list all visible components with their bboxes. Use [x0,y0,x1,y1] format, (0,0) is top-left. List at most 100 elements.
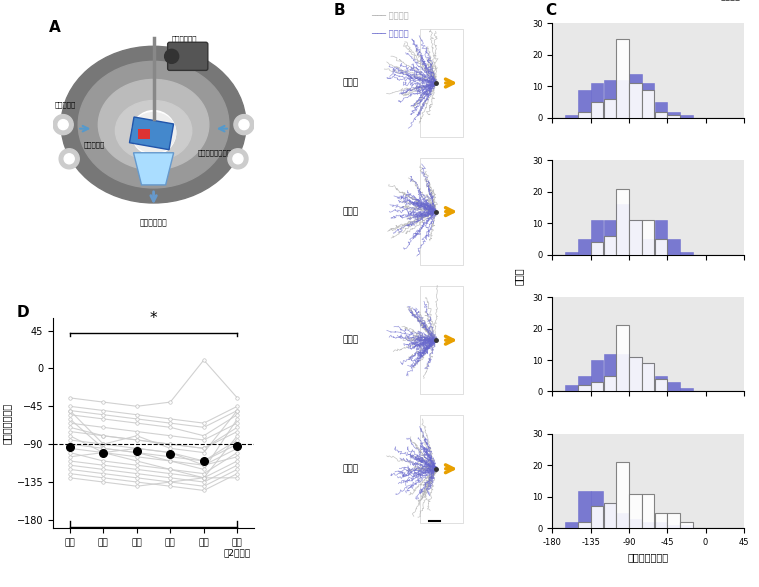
Text: 近い壁: 近い壁 [342,464,359,473]
Bar [603,220,616,255]
Bar [629,519,641,528]
Bar [565,522,578,528]
Circle shape [239,120,249,130]
Bar [591,242,603,255]
Ellipse shape [131,113,175,153]
Ellipse shape [78,62,229,188]
Bar [578,385,591,392]
Bar [642,239,654,255]
Text: *: * [150,311,157,326]
Bar [591,220,603,255]
Bar [629,74,641,118]
Bar [680,389,693,392]
Text: A: A [49,20,61,35]
Bar [591,382,603,392]
Bar [680,251,693,255]
Bar [578,522,591,528]
Text: ─── 物体あり: ─── 物体あり [371,29,409,38]
Text: 浮遊用の気流: 浮遊用の気流 [140,218,168,228]
Bar [603,236,616,255]
Bar [420,158,463,265]
Bar [642,522,654,528]
Bar [667,512,680,528]
Bar [578,239,591,255]
Bar [629,357,641,392]
Bar [616,512,629,528]
Bar [130,117,174,150]
Bar [565,114,578,118]
Bar [616,80,629,118]
Bar [578,112,591,118]
Circle shape [165,49,178,63]
Bar [603,503,616,528]
Ellipse shape [99,79,209,170]
Circle shape [233,154,243,164]
Y-axis label: 移動方向（度）: 移動方向（度） [2,403,11,444]
Bar [655,112,667,118]
Bar [420,29,463,137]
Circle shape [53,114,73,134]
Bar [667,112,680,118]
Bar [629,494,641,528]
Bar [565,385,578,392]
Bar [616,462,629,528]
Bar [629,220,641,255]
Bar [655,376,667,392]
Bar [629,220,641,255]
Bar [603,99,616,118]
Bar [667,525,680,528]
Bar [591,83,603,118]
Circle shape [131,110,175,155]
Circle shape [228,149,248,169]
Bar [667,114,680,118]
Bar [591,491,603,528]
Ellipse shape [61,46,246,203]
Circle shape [58,120,68,130]
Bar [603,376,616,392]
Ellipse shape [115,100,192,161]
Bar [667,239,680,255]
Bar [667,382,680,392]
Bar [655,512,667,528]
Bar [603,503,616,528]
Bar [578,491,591,528]
Bar [642,83,654,118]
Circle shape [65,154,74,164]
Legend: 物体なし, 物体あり: 物体なし, 物体あり [694,0,744,5]
Bar [137,129,150,139]
Bar [578,90,591,118]
Bar [578,376,591,392]
Polygon shape [134,153,174,185]
Text: B: B [333,2,345,18]
Circle shape [234,114,254,134]
Bar [629,83,641,118]
Bar [603,354,616,392]
Bar [642,220,654,255]
Bar [420,286,463,394]
FancyBboxPatch shape [168,42,208,70]
Bar [642,363,654,392]
Text: 遠い壁: 遠い壁 [342,336,359,345]
Bar [616,39,629,118]
Bar [616,354,629,392]
Bar [642,363,654,392]
Bar [680,525,693,528]
Bar [591,506,603,528]
Text: C: C [545,2,556,18]
Circle shape [59,149,79,169]
Text: 反応数: 反応数 [513,267,524,285]
Bar [655,220,667,255]
Bar [616,188,629,255]
Text: 光学マウス: 光学マウス [83,141,105,148]
Bar [655,379,667,392]
Text: 近い棒: 近い棒 [342,207,359,216]
Bar [603,80,616,118]
Bar [629,357,641,392]
X-axis label: 移動方向（度）: 移動方向（度） [628,552,669,562]
Bar [680,114,693,118]
Text: D: D [17,305,30,321]
Bar [655,522,667,528]
Bar [616,325,629,392]
Bar [420,415,463,522]
Text: ─── 物体なし: ─── 物体なし [371,12,409,21]
